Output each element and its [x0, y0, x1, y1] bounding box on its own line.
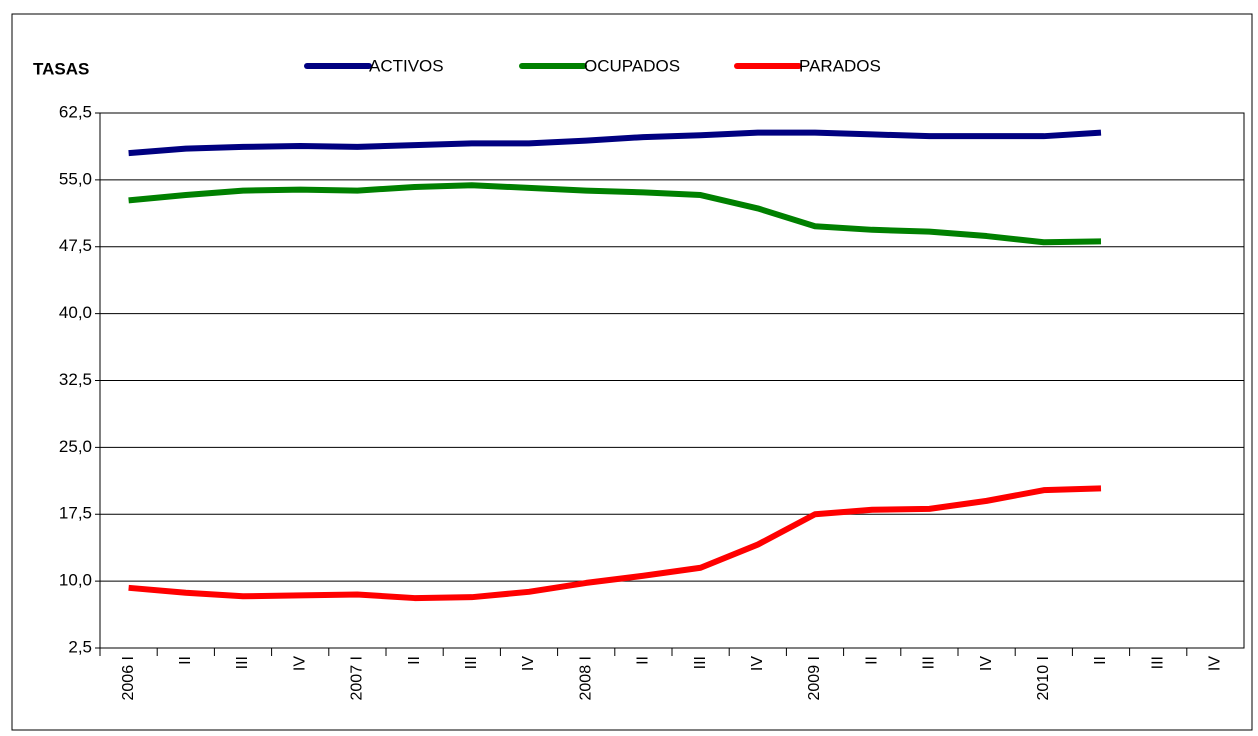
y-tick-label: 62,5	[59, 102, 92, 121]
x-tick-label: II	[635, 656, 652, 665]
y-tick-label: 17,5	[59, 504, 92, 523]
x-tick-label: IV	[291, 656, 308, 671]
series-line	[128, 129, 1102, 157]
y-tick-label: 25,0	[59, 437, 92, 456]
x-tick-label: IV	[749, 656, 766, 671]
y-tick-label: 55,0	[59, 169, 92, 188]
x-tick-label: IV	[978, 656, 995, 671]
x-tick-label: III	[1149, 656, 1166, 669]
y-tick-label: 47,5	[59, 236, 92, 255]
x-tick-label: 2006 I	[120, 656, 137, 700]
x-tick-label: II	[863, 656, 880, 665]
x-tick-label: II	[1092, 656, 1109, 665]
chart-border	[11, 13, 1253, 731]
x-tick-label: IV	[520, 656, 537, 671]
x-tick-label: III	[234, 656, 251, 669]
x-tick-label: II	[177, 656, 194, 665]
y-tick-label: 40,0	[59, 303, 92, 322]
x-tick-label: II	[406, 656, 423, 665]
legend-label: ACTIVOS	[369, 56, 444, 75]
y-tick-label: 2,5	[68, 637, 92, 656]
x-tick-label: III	[463, 656, 480, 669]
y-tick-label: 32,5	[59, 370, 92, 389]
x-tick-label: 2009 I	[806, 656, 823, 700]
legend-label: PARADOS	[799, 56, 881, 75]
chart-title: TASAS	[33, 59, 89, 78]
x-tick-label: III	[692, 656, 709, 669]
series-line	[128, 182, 1102, 246]
x-tick-label: III	[921, 656, 938, 669]
x-tick-label: IV	[1207, 656, 1224, 671]
legend-label: OCUPADOS	[584, 56, 680, 75]
series-line	[128, 485, 1102, 602]
x-tick-label: 2008 I	[577, 656, 594, 700]
x-tick-label: 2010 I	[1035, 656, 1052, 700]
y-tick-label: 10,0	[59, 571, 92, 590]
x-tick-label: 2007 I	[349, 656, 366, 700]
